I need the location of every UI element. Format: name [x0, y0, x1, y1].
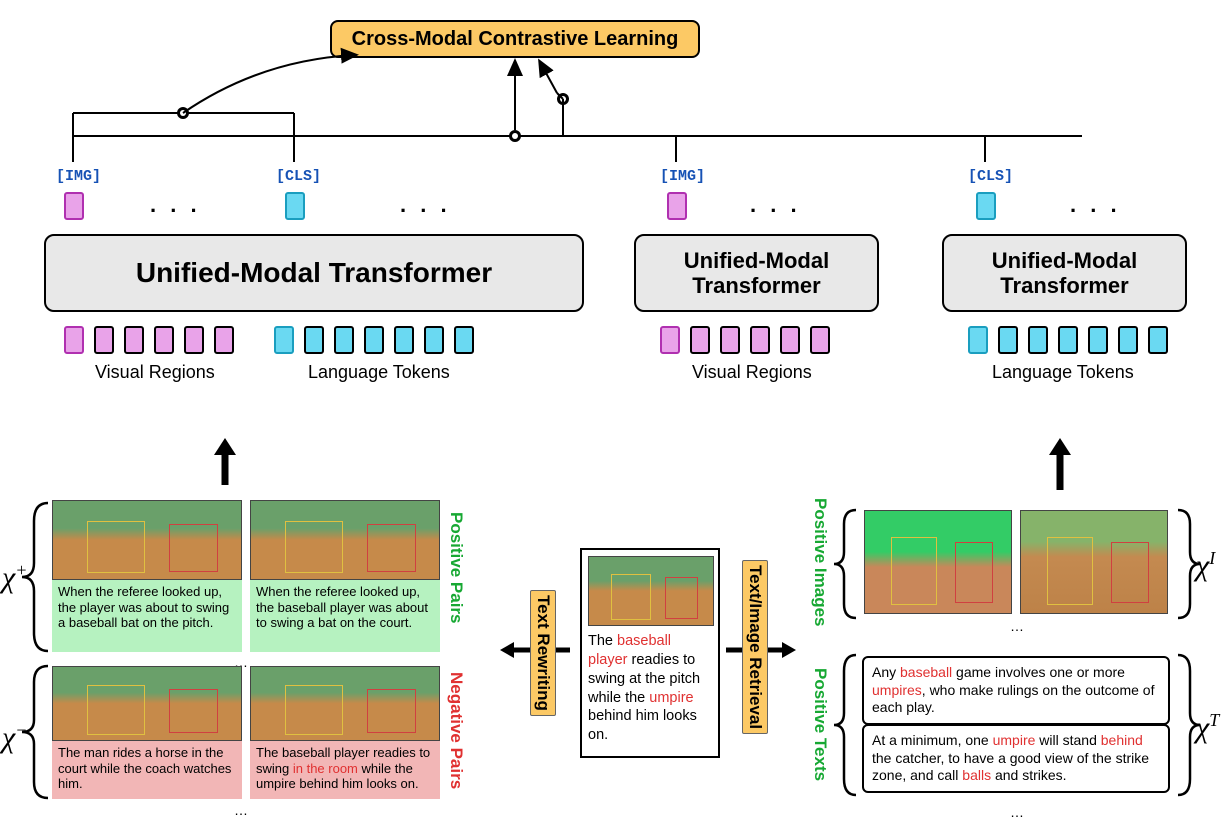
rt2-m1: will stand: [1035, 732, 1100, 748]
dots-out-left1: . . .: [150, 192, 201, 218]
in-token: [454, 326, 474, 354]
token-label-cls-left: [CLS]: [276, 168, 321, 185]
transformer-label: Unified-Modal Transformer: [136, 257, 492, 289]
out-token-cls-right: [976, 192, 996, 220]
label-positive-pairs: Positive Pairs: [446, 512, 466, 624]
transformer-label-1b: Unified-Modal: [992, 248, 1137, 273]
cc-t1: The: [588, 633, 617, 649]
ellipsis-imgs: …: [1010, 618, 1024, 634]
in-token: [968, 326, 988, 354]
label-text-rewriting: Text Rewriting: [530, 590, 556, 716]
cc-h2: umpire: [649, 690, 693, 706]
label-visual-regions-left: Visual Regions: [95, 362, 215, 383]
rt1-m1: game involves one or more: [952, 664, 1125, 680]
in-token: [94, 326, 114, 354]
in-token: [64, 326, 84, 354]
in-token: [1088, 326, 1108, 354]
in-token: [364, 326, 384, 354]
in-token: [1058, 326, 1078, 354]
out-token-cls-left: [285, 192, 305, 220]
retrieved-text-2: At a minimum, one umpire will stand behi…: [862, 724, 1170, 793]
center-image: [588, 556, 714, 626]
dots-out-mid: . . .: [750, 192, 801, 218]
label-language-tokens-right: Language Tokens: [992, 362, 1134, 383]
center-anchor-box: The baseball player readies to swing at …: [580, 548, 720, 758]
in-token: [424, 326, 444, 354]
in-token: [124, 326, 144, 354]
chi-plus: χ+: [2, 560, 27, 595]
rt2-h2: behind: [1101, 732, 1143, 748]
token-label-cls-right: [CLS]: [968, 168, 1013, 185]
caption-negative-2: The baseball player readies to swing in …: [250, 741, 440, 799]
rt2-pre: At a minimum, one: [872, 732, 993, 748]
negative-image-1: [52, 666, 242, 741]
in-token: [1148, 326, 1168, 354]
transformer-mid: Unified-Modal Transformer: [634, 234, 879, 312]
in-token: [1118, 326, 1138, 354]
dots-out-left2: . . .: [400, 192, 451, 218]
chi-minus: χ−: [2, 720, 27, 755]
label-positive-images: Positive Images: [810, 498, 830, 627]
negative-image-2: [250, 666, 440, 741]
in-token: [780, 326, 800, 354]
transformer-right: Unified-Modal Transformer: [942, 234, 1187, 312]
label-positive-texts: Positive Texts: [810, 668, 830, 781]
positive-retrieved-image-1: [864, 510, 1012, 614]
top-title-box: Cross-Modal Contrastive Learning: [330, 20, 700, 58]
rt1-h2: umpires: [872, 682, 922, 698]
token-label-img-left: [IMG]: [56, 168, 101, 185]
positive-image-2: [250, 500, 440, 580]
ellipsis-texts: …: [1010, 804, 1024, 820]
transformer-label-2: Transformer: [692, 273, 820, 298]
cc-t3: behind him looks on.: [588, 708, 697, 743]
rt2-h1: umpire: [993, 732, 1036, 748]
ellipsis-neg: …: [234, 802, 248, 818]
in-token: [750, 326, 770, 354]
label-visual-regions-mid: Visual Regions: [692, 362, 812, 383]
label-retrieval: Text/Image Retrieval: [742, 560, 768, 734]
out-token-img-mid: [667, 192, 687, 220]
in-token: [1028, 326, 1048, 354]
caption-negative-1: The man rides a horse in the court while…: [52, 741, 242, 799]
chi-T: χT: [1196, 710, 1219, 745]
in-token: [184, 326, 204, 354]
center-caption: The baseball player readies to swing at …: [588, 632, 712, 745]
label-language-tokens-left: Language Tokens: [308, 362, 450, 383]
chi-I: χI: [1196, 548, 1215, 583]
top-title: Cross-Modal Contrastive Learning: [352, 28, 679, 51]
in-token: [720, 326, 740, 354]
transformer-label-2b: Transformer: [1000, 273, 1128, 298]
out-token-img-left: [64, 192, 84, 220]
retrieved-text-1: Any baseball game involves one or more u…: [862, 656, 1170, 725]
positive-image-1: [52, 500, 242, 580]
label-negative-pairs: Negative Pairs: [446, 672, 466, 789]
rt2-h3: balls: [962, 767, 991, 783]
in-token: [690, 326, 710, 354]
in-token: [154, 326, 174, 354]
caption-positive-2: When the referee looked up, the baseball…: [250, 580, 440, 652]
rt2-post: and strikes.: [991, 767, 1066, 783]
rt1-pre: Any: [872, 664, 900, 680]
caption-positive-1: When the referee looked up, the player w…: [52, 580, 242, 652]
in-token: [334, 326, 354, 354]
caption-neg2-hl: in the room: [293, 761, 358, 776]
positive-retrieved-image-2: [1020, 510, 1168, 614]
in-token: [660, 326, 680, 354]
in-token: [214, 326, 234, 354]
transformer-label-1: Unified-Modal: [684, 248, 829, 273]
rt1-h1: baseball: [900, 664, 952, 680]
in-token: [394, 326, 414, 354]
in-token: [998, 326, 1018, 354]
dots-out-right: . . .: [1070, 192, 1121, 218]
in-token: [304, 326, 324, 354]
in-token: [274, 326, 294, 354]
in-token: [810, 326, 830, 354]
token-label-img-mid: [IMG]: [660, 168, 705, 185]
transformer-large: Unified-Modal Transformer: [44, 234, 584, 312]
